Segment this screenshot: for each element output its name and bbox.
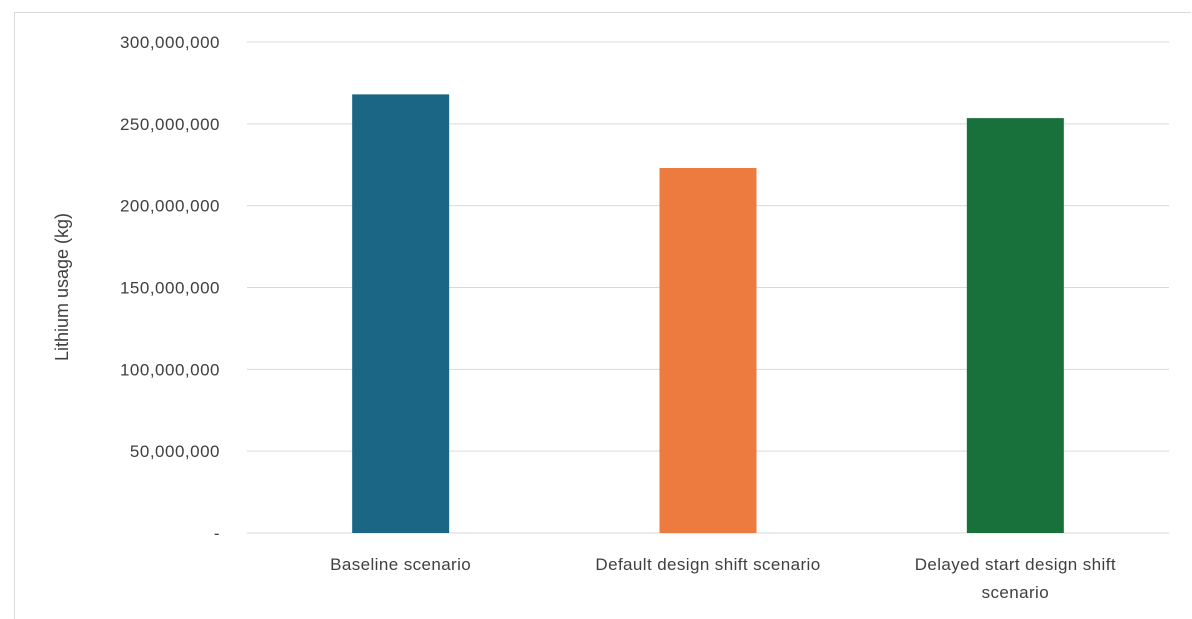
y-axis-title: Lithium usage (kg) xyxy=(52,213,72,361)
x-category-label: Default design shift scenario xyxy=(595,555,820,574)
y-tick-label: 250,000,000 xyxy=(120,115,220,134)
y-tick-label: 100,000,000 xyxy=(120,360,220,379)
y-tick-label: 300,000,000 xyxy=(120,33,220,52)
chart-frame xyxy=(14,12,1191,619)
bars xyxy=(352,94,1064,534)
x-category-label: scenario xyxy=(982,583,1049,602)
x-category-label: Baseline scenario xyxy=(330,555,471,574)
y-axis-tick-labels: - 50,000,000 100,000,000 150,000,000 200,000… xyxy=(120,33,220,543)
y-tick-label: 150,000,000 xyxy=(120,279,220,298)
y-tick-label: 200,000,000 xyxy=(120,197,220,216)
y-tick-label: - xyxy=(214,524,220,543)
bar xyxy=(659,168,757,534)
y-tick-label: 50,000,000 xyxy=(130,442,220,461)
x-category-label: Delayed start design shift xyxy=(915,555,1116,574)
bar xyxy=(966,118,1064,533)
x-axis-category-labels: Baseline scenario Default design shift sc… xyxy=(330,555,1116,602)
bar xyxy=(352,94,450,533)
